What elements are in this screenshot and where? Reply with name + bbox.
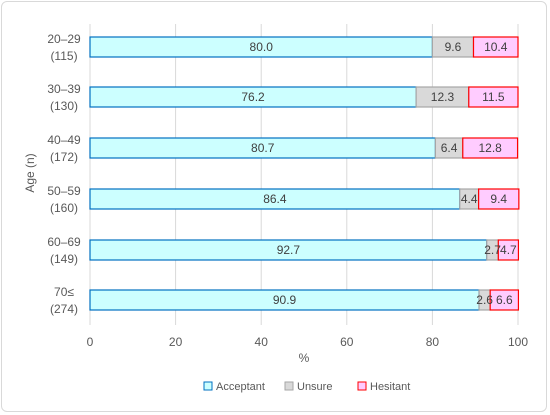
x-axis-title: % xyxy=(299,351,310,365)
y-tick-label-0-n: (115) xyxy=(50,49,77,63)
data-label-unsure-4: 2.7 xyxy=(484,243,501,257)
data-label-hesitant-0: 10.4 xyxy=(484,40,508,54)
data-label-unsure-3: 4.4 xyxy=(461,192,478,206)
y-tick-label-1-age: 30–39 xyxy=(47,82,81,96)
x-tick-label-100: 100 xyxy=(508,335,528,349)
x-tick-label-80: 80 xyxy=(426,335,440,349)
legend-label-hesitant: Hesitant xyxy=(370,381,410,393)
legend-swatch-acceptant xyxy=(203,381,213,391)
y-tick-label-1-n: (130) xyxy=(50,99,78,113)
data-label-acceptant-0: 80.0 xyxy=(250,40,274,54)
y-axis-title: Age (n) xyxy=(23,153,37,192)
y-tick-label-3-age: 50–59 xyxy=(47,184,81,198)
y-tick-label-2-age: 40–49 xyxy=(47,133,81,147)
x-tick-label-60: 60 xyxy=(340,335,354,349)
data-label-unsure-2: 6.4 xyxy=(441,141,458,155)
bar-hesitant-2 xyxy=(462,137,519,159)
data-label-acceptant-4: 92.7 xyxy=(277,243,301,257)
legend-swatch-unsure xyxy=(284,381,294,391)
bars xyxy=(89,36,520,311)
data-label-acceptant-3: 86.4 xyxy=(263,192,287,206)
data-label-hesitant-4: 4.7 xyxy=(500,243,517,257)
legend-label-acceptant: Acceptant xyxy=(216,381,265,393)
y-tick-label-5-age: 70≤ xyxy=(54,285,74,299)
y-tick-label-3-n: (160) xyxy=(50,201,78,215)
y-tick-label-2-n: (172) xyxy=(50,150,78,164)
data-labels: 80.0 9.6 10.4 76.2 12.3 11.5 80.7 6.4 12.8 86.4 4.… xyxy=(241,40,517,307)
x-tick-label-40: 40 xyxy=(255,335,269,349)
y-tick-label-5-n: (274) xyxy=(50,302,78,316)
y-tick-label-4-age: 60–69 xyxy=(47,235,81,249)
x-tick-labels: 0 20 40 60 80 100 xyxy=(87,335,529,349)
y-tick-labels: 20–29 (115) 30–39 (130) 40–49 (172) 50–59 (160)… xyxy=(47,32,81,316)
y-tick-label-0-age: 20–29 xyxy=(47,32,81,46)
data-label-hesitant-2: 12.8 xyxy=(479,141,503,155)
bar-hesitant-3 xyxy=(478,188,520,210)
bar-hesitant-5 xyxy=(489,289,520,311)
data-label-unsure-5: 2.6 xyxy=(476,293,493,307)
data-label-acceptant-2: 80.7 xyxy=(251,141,275,155)
bar-hesitant-1 xyxy=(468,86,519,108)
x-tick-label-0: 0 xyxy=(87,335,94,349)
data-label-hesitant-3: 9.4 xyxy=(490,192,507,206)
legend-label-unsure: Unsure xyxy=(297,381,332,393)
y-tick-label-4-n: (149) xyxy=(50,252,78,266)
data-label-hesitant-1: 11.5 xyxy=(482,90,505,104)
gridlines xyxy=(89,24,519,325)
bar-hesitant-0 xyxy=(472,36,519,58)
data-label-acceptant-5: 90.9 xyxy=(273,293,297,307)
legend: Acceptant Unsure Hesitant xyxy=(203,381,410,393)
legend-swatch-hesitant xyxy=(357,381,367,391)
data-label-unsure-1: 12.3 xyxy=(431,90,455,104)
x-tick-label-20: 20 xyxy=(169,335,183,349)
data-label-acceptant-1: 76.2 xyxy=(241,90,265,104)
data-label-unsure-0: 9.6 xyxy=(445,40,462,54)
data-label-hesitant-5: 6.6 xyxy=(496,293,513,307)
bar-hesitant-4 xyxy=(497,239,520,261)
